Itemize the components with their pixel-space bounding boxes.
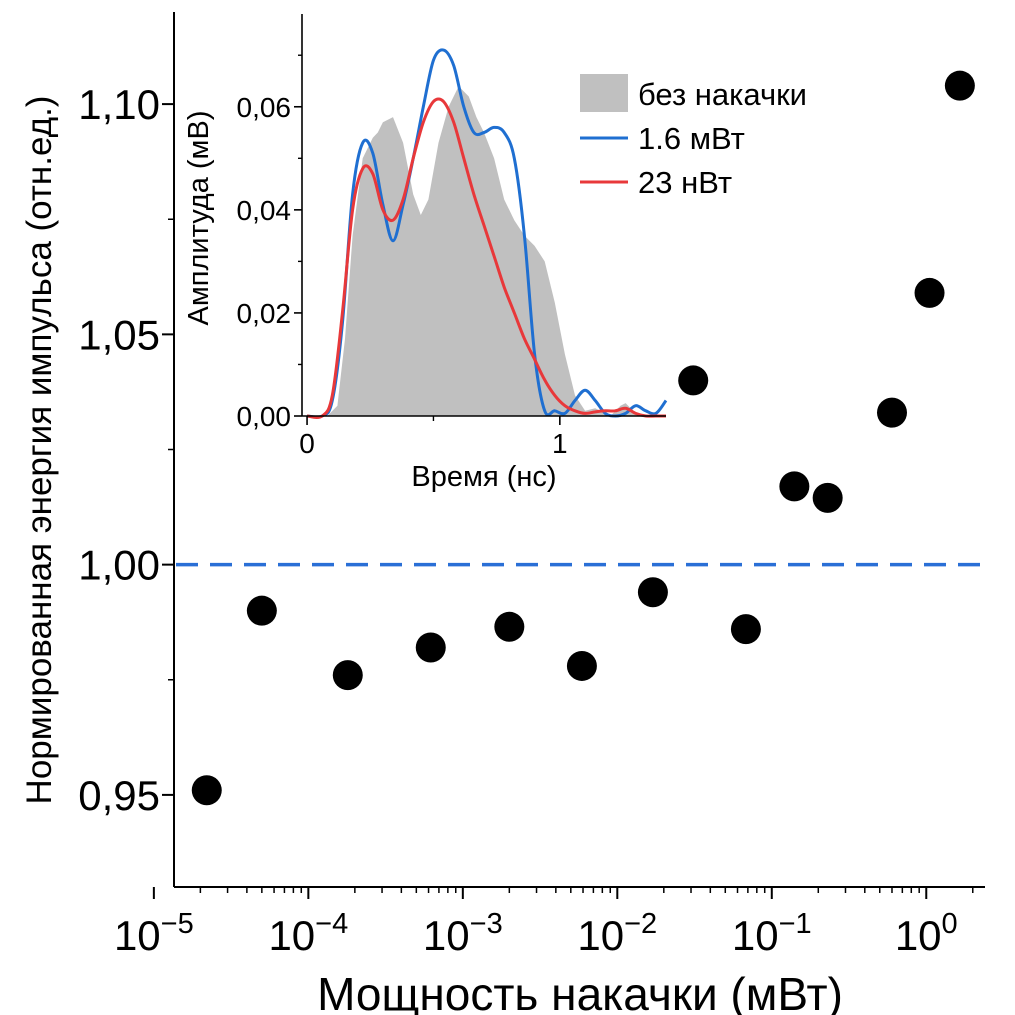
- main-plot: 10−5 10−4 10−3 10−2 10−1 100 0,95 1,00 1,05 1,10…: [20, 12, 985, 1015]
- x-tick-label-3: 10−3: [423, 908, 503, 959]
- data-point-6: [566, 650, 597, 681]
- series-line-3: [306, 97, 666, 419]
- inset-y-axis-label: Амплитуда (мВ): [183, 111, 215, 326]
- inset-legend: без накачки 1.6 мВт 23 нВт: [580, 74, 807, 200]
- x-tick-label-1: 10−5: [114, 908, 194, 959]
- data-point-10: [779, 471, 810, 502]
- inset-y-tick-label-4: 0,06: [237, 92, 292, 123]
- y-tick-label-4: 1,10: [78, 81, 160, 128]
- y-tick-label-3: 1,05: [78, 311, 160, 358]
- legend-label-2: 1.6 мВт: [638, 121, 745, 156]
- inset-y-tick-label-1: 0,00: [237, 401, 292, 432]
- x-tick-label-6: 100: [895, 908, 958, 959]
- data-point-12: [876, 397, 907, 428]
- inset-y-tick-label-2: 0,02: [237, 298, 292, 329]
- series-area-1: [307, 86, 666, 416]
- data-point-14: [944, 70, 975, 101]
- data-point-2: [246, 595, 277, 626]
- x-tick-label-2: 10−4: [268, 908, 348, 959]
- data-point-8: [678, 365, 709, 396]
- x-tick-label-4: 10−2: [577, 908, 657, 959]
- main-x-axis-label: Мощность накачки (мВт): [317, 968, 843, 1015]
- legend-swatch-1: [580, 74, 628, 112]
- x-tick-label-5: 10−1: [732, 908, 812, 959]
- data-point-11: [812, 482, 843, 513]
- y-tick-label-2: 1,00: [78, 542, 160, 589]
- series-line-2: [306, 48, 668, 419]
- data-point-5: [494, 611, 525, 642]
- main-y-ticks: 0,95 1,00 1,05 1,10: [78, 81, 174, 819]
- data-point-1: [191, 775, 222, 806]
- legend-label-1: без накачки: [638, 77, 807, 112]
- y-tick-label-1: 0,95: [78, 772, 160, 819]
- data-point-3: [332, 660, 363, 691]
- inset-x-tick-label-2: 1: [552, 428, 568, 459]
- inset-x-tick-label-1: 0: [299, 428, 315, 459]
- legend-label-3: 23 нВт: [638, 165, 732, 200]
- main-marks: [176, 70, 985, 806]
- data-point-9: [730, 614, 761, 645]
- inset-x-axis-label: Время (нс): [411, 461, 556, 493]
- main-x-ticks: 10−5 10−4 10−3 10−2 10−1 100: [114, 887, 974, 959]
- main-y-axis-label: Нормированная энергия импульса (отн.ед.): [20, 96, 59, 805]
- data-point-13: [914, 277, 945, 308]
- data-point-7: [637, 577, 668, 608]
- inset-y-tick-label-3: 0,04: [237, 195, 292, 226]
- inset-marks: [306, 48, 668, 419]
- inset-y-ticks: 0,00 0,02 0,04 0,06: [237, 54, 302, 432]
- data-point-4: [415, 632, 446, 663]
